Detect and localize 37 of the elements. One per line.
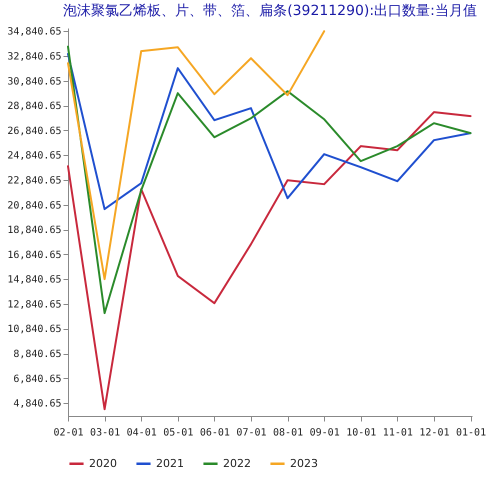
x-tick-label: 02-01: [53, 428, 84, 438]
chart-title: 泡沫聚氯乙烯板、片、带、箔、扁条(39211290):出口数量:当月值: [63, 3, 477, 20]
x-tick-label: 11-01: [382, 428, 413, 438]
x-tick-label: 04-01: [126, 428, 157, 438]
line-series: [67, 111, 472, 410]
y-tick-label: 4,840.65: [13, 398, 62, 410]
y-tick-label: 32,840.65: [7, 52, 62, 63]
y-tick-label: 24,840.65: [7, 150, 62, 162]
x-tick-label: 08-01: [273, 428, 304, 438]
line-series: [67, 30, 326, 280]
y-tick-label: 14,840.65: [7, 274, 62, 286]
line-series: [67, 53, 472, 210]
y-tick-label: 26,840.65: [7, 126, 62, 137]
legend-label: 2023: [290, 456, 318, 470]
x-tick-label: 07-01: [236, 428, 267, 438]
y-tick-label: 8,840.65: [13, 349, 62, 360]
legend-label: 2020: [89, 456, 117, 470]
legend-label: 2021: [156, 456, 184, 470]
x-tick-label: 01-01: [456, 428, 486, 438]
y-tick-label: 16,840.65: [7, 250, 62, 261]
x-tick-label: 09-01: [310, 428, 340, 438]
y-tick-label: 30,840.65: [7, 76, 62, 88]
x-tick-label: 06-01: [200, 428, 230, 438]
legend-label: 2022: [223, 456, 251, 470]
y-tick-label: 20,840.65: [7, 200, 62, 212]
y-tick-label: 22,840.65: [7, 175, 62, 186]
y-tick-label: 10,840.65: [7, 324, 62, 336]
y-tick-label: 12,840.65: [7, 299, 62, 310]
line-series: [67, 46, 472, 314]
y-tick-label: 28,840.65: [7, 101, 62, 112]
y-tick-label: 6,840.65: [13, 374, 62, 385]
y-tick-label: 18,840.65: [7, 225, 62, 236]
x-tick-label: 10-01: [346, 428, 376, 438]
x-tick-label: 12-01: [419, 428, 450, 438]
y-tick-label: 34,840.65: [7, 26, 62, 38]
x-tick-label: 05-01: [163, 428, 194, 438]
x-tick-label: 03-01: [90, 428, 120, 438]
